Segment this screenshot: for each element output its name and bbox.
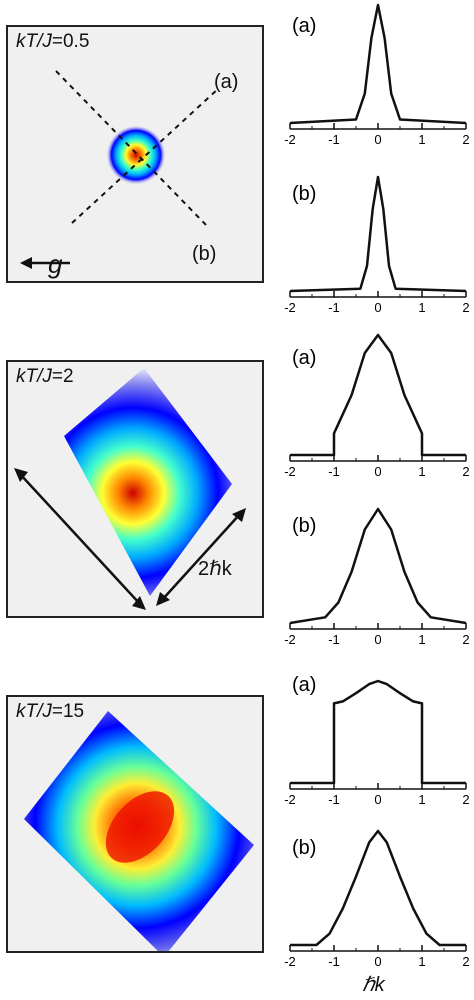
x-tick-label: -1 bbox=[328, 792, 340, 807]
x-tick-label: 0 bbox=[374, 300, 381, 315]
x-tick-label: -1 bbox=[328, 954, 340, 969]
x-tick-label: 1 bbox=[418, 132, 425, 147]
x-tick-label: 1 bbox=[418, 300, 425, 315]
heatmap-core-bottom bbox=[105, 791, 175, 863]
width-arrowhead-long-1 bbox=[14, 468, 28, 482]
heatmap-svg-middle bbox=[14, 368, 246, 610]
x-tick-label: -2 bbox=[284, 632, 296, 647]
x-tick-label: -2 bbox=[284, 792, 296, 807]
x-tick-label: -1 bbox=[328, 632, 340, 647]
x-tick-label: -1 bbox=[328, 300, 340, 315]
heatmap-panel-top: kT/J=0.5 (a) (b) g bbox=[6, 25, 264, 283]
plot-tag-label: (a) bbox=[292, 674, 316, 696]
kt-label-top: kT/J=0.5 bbox=[16, 31, 90, 52]
kt-label-middle: kT/J=2 bbox=[16, 366, 74, 387]
plot-tag-label: (b) bbox=[292, 515, 316, 537]
profile-curve bbox=[290, 333, 466, 457]
profile-curve bbox=[289, 3, 467, 125]
gravity-arrowhead bbox=[20, 257, 32, 269]
x-tick-label: 1 bbox=[418, 632, 425, 647]
heatmap-svg-bottom bbox=[24, 711, 254, 951]
plot-tag-label: (b) bbox=[292, 183, 316, 205]
profile-curve bbox=[289, 507, 467, 625]
profile-curve bbox=[290, 829, 466, 947]
x-tick-label: -1 bbox=[328, 132, 340, 147]
profile-curve bbox=[289, 175, 467, 293]
x-tick-label: -1 bbox=[328, 464, 340, 479]
x-tick-label: 1 bbox=[418, 954, 425, 969]
x-tick-label: 2 bbox=[462, 954, 469, 969]
x-tick-label: -2 bbox=[284, 300, 296, 315]
heatmap-panel-middle: kT/J=2 2ℏk bbox=[6, 360, 264, 618]
heatmap-svg-top bbox=[20, 70, 219, 269]
width-arrow-long bbox=[19, 473, 141, 605]
x-tick-label: 0 bbox=[374, 954, 381, 969]
profile-curve bbox=[290, 679, 466, 785]
x-tick-label: 2 bbox=[462, 464, 469, 479]
cut-line-b bbox=[55, 70, 209, 228]
width-arrow-short bbox=[161, 513, 241, 601]
x-tick-label: 0 bbox=[374, 632, 381, 647]
width-arrowhead-long-2 bbox=[132, 596, 146, 610]
x-tick-label: 2 bbox=[462, 300, 469, 315]
cut-label-a: (a) bbox=[214, 71, 239, 93]
cut-label-b: (b) bbox=[192, 243, 217, 265]
cut-line-a bbox=[71, 88, 219, 224]
x-tick-label: 2 bbox=[462, 132, 469, 147]
plot-tag-label: (a) bbox=[292, 15, 316, 37]
x-tick-label: 2 bbox=[462, 792, 469, 807]
kt-label-bottom: kT/J=15 bbox=[16, 701, 85, 722]
x-tick-label: 0 bbox=[374, 464, 381, 479]
x-tick-label: -2 bbox=[284, 464, 296, 479]
x-tick-label: 2 bbox=[462, 632, 469, 647]
plot-tag-label: (a) bbox=[292, 347, 316, 369]
x-tick-label: -2 bbox=[284, 954, 296, 969]
x-tick-label: 0 bbox=[374, 132, 381, 147]
plot-tag-label: (b) bbox=[292, 837, 316, 859]
gravity-label: g bbox=[48, 249, 63, 279]
heatmap-blob-top bbox=[106, 125, 166, 185]
x-tick-label: 1 bbox=[418, 792, 425, 807]
x-tick-label: 1 bbox=[418, 464, 425, 479]
width-arrowhead-short-2 bbox=[232, 508, 246, 522]
width-arrowhead-short-1 bbox=[156, 592, 170, 606]
x-axis-label: ℏk bbox=[362, 974, 385, 996]
heatmap-panel-bottom: kT/J=15 bbox=[6, 695, 264, 953]
x-tick-label: -2 bbox=[284, 132, 296, 147]
momentum-label: 2ℏk bbox=[198, 558, 232, 580]
x-tick-label: 0 bbox=[374, 792, 381, 807]
